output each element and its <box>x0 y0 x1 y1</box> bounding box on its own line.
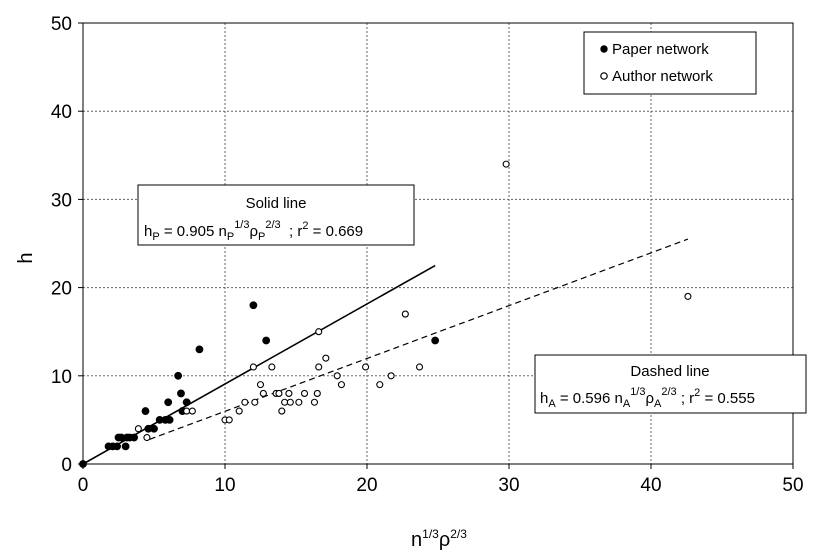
author-data-point <box>401 310 409 318</box>
paper-data-point <box>177 389 185 398</box>
legend-marker-paper <box>600 45 608 53</box>
y-tick-label: 10 <box>51 367 72 388</box>
paper-data-point <box>165 416 174 424</box>
author-data-point <box>143 433 151 442</box>
author-data-point <box>333 372 341 380</box>
author-data-point <box>278 407 286 415</box>
author-data-point <box>268 363 276 371</box>
author-data-point <box>387 372 395 380</box>
legend-marker-author <box>600 72 608 80</box>
legend-box <box>583 31 757 95</box>
legend-label-author: Author network <box>612 68 713 85</box>
solid-annotation-equation: hP = 0.905 nP1/3ρP2/3 ; r2 = 0.669 <box>144 219 363 243</box>
author-data-point <box>251 398 259 406</box>
x-tick-label: 10 <box>214 475 235 496</box>
paper-data-point <box>121 442 130 451</box>
legend: Paper network Author network <box>583 31 757 95</box>
solid-line-annotation: Solid line hP = 0.905 nP1/3ρP2/3 ; r2 = … <box>137 184 415 246</box>
paper-data-point <box>195 345 204 354</box>
x-axis-title: n1/3ρ2/3 <box>411 527 467 551</box>
author-data-point <box>286 398 294 406</box>
fit-lines <box>82 238 689 465</box>
author-data-point <box>295 398 303 406</box>
paper-data-point <box>130 433 139 442</box>
x-tick-label: 50 <box>782 475 803 496</box>
solid-annotation-title: Solid line <box>246 195 307 212</box>
plot-area-frame <box>82 22 794 465</box>
author-data-point <box>134 425 142 433</box>
author-data-point <box>225 416 233 424</box>
paper-data-point <box>164 398 173 407</box>
x-tick-label: 40 <box>640 475 661 496</box>
author-data-point <box>337 381 345 389</box>
legend-label-paper: Paper network <box>612 41 709 58</box>
x-tick-label: 20 <box>356 475 377 496</box>
solid-annotation-box <box>137 184 415 246</box>
x-tick-label: 30 <box>498 475 519 496</box>
author-data-point <box>285 389 293 397</box>
author-data-point <box>315 363 323 371</box>
author-data-point <box>310 398 319 406</box>
paper-data-point <box>182 398 191 407</box>
author-data-point <box>281 398 289 406</box>
author-data-point <box>188 407 196 415</box>
paper-data-point <box>262 336 271 345</box>
dashed-line-annotation: Dashed line hA = 0.596 nA1/3ρA2/3 ; r2 =… <box>534 354 807 414</box>
author-data-point <box>502 160 510 168</box>
author-data-point <box>235 407 243 415</box>
paper-data-point <box>431 336 440 345</box>
x-tick-label: 0 <box>78 475 89 496</box>
data-points <box>79 160 692 468</box>
author-data-point <box>256 381 265 389</box>
solid-fit-line <box>82 264 436 465</box>
author-data-point <box>259 389 267 397</box>
y-tick-label: 50 <box>51 14 72 35</box>
dashed-annotation-equation: hA = 0.596 nA1/3ρA2/3 ; r2 = 0.555 <box>540 386 755 410</box>
author-data-point <box>313 389 321 397</box>
author-data-point <box>362 363 370 371</box>
author-data-point <box>249 363 257 371</box>
dashed-fit-line <box>149 238 689 440</box>
author-data-point <box>315 328 323 336</box>
y-tick-label: 40 <box>51 102 72 123</box>
author-data-point <box>300 389 309 397</box>
axis-ticks: 0 10 20 30 40 50 0 10 20 30 40 50 <box>51 14 804 496</box>
author-data-point <box>322 354 330 362</box>
paper-data-point <box>174 371 183 380</box>
author-data-point <box>684 292 692 300</box>
paper-data-point <box>113 442 121 451</box>
paper-data-point <box>141 407 150 415</box>
dashed-annotation-title: Dashed line <box>630 363 709 380</box>
author-data-point <box>376 381 384 389</box>
y-axis-title: h <box>15 252 37 263</box>
y-tick-label: 20 <box>51 279 72 300</box>
dashed-annotation-box <box>534 354 807 414</box>
paper-data-point <box>249 301 258 310</box>
paper-data-point <box>79 460 87 468</box>
author-data-point <box>183 407 191 415</box>
author-data-point <box>275 389 283 397</box>
author-data-point <box>241 398 249 406</box>
author-data-point <box>415 363 424 371</box>
y-tick-label: 30 <box>51 190 72 211</box>
y-tick-label: 0 <box>61 455 72 476</box>
paper-data-point <box>150 424 158 433</box>
